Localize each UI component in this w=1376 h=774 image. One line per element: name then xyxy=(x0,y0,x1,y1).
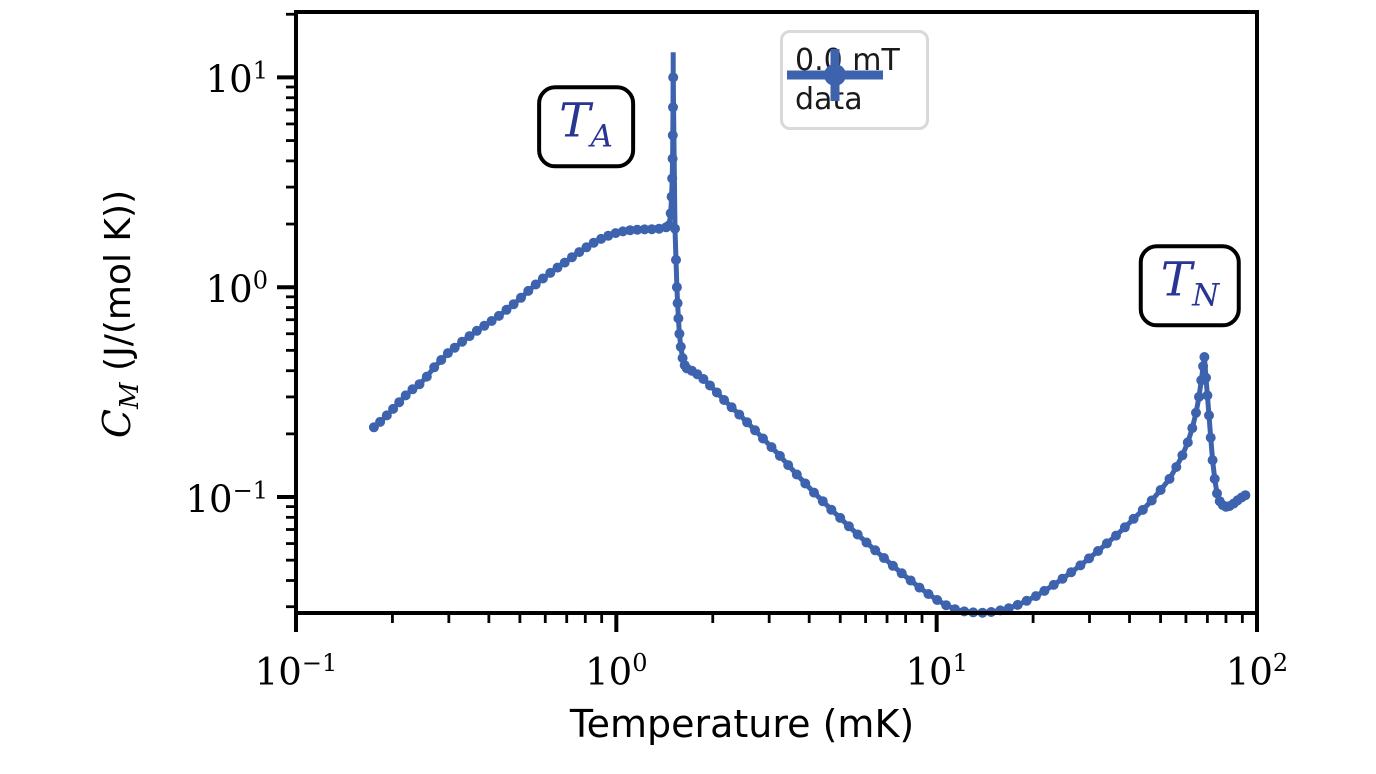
legend-label-line2: data xyxy=(795,82,863,117)
x-tick-label-2: 101 xyxy=(905,649,968,694)
annotation-TN: TN xyxy=(1138,244,1242,328)
x-tick-label-3: 102 xyxy=(1225,649,1289,694)
y-tick-label-1: 100 xyxy=(205,266,268,312)
annotation-TN-symbol: T xyxy=(1160,252,1193,308)
x-tick-label-1: 100 xyxy=(585,649,648,694)
annotation-TA-symbol: T xyxy=(559,93,591,149)
annotation-TA: TA xyxy=(537,85,635,169)
y-axis-label: CM (J/(mol K)) xyxy=(95,190,145,438)
x-tick-label-0: 10−1 xyxy=(254,649,338,694)
annotation-TA-subscript: A xyxy=(590,118,613,155)
legend-box: 0.0 mT data xyxy=(780,30,929,130)
x-axis-label: Temperature (mK) xyxy=(569,702,915,746)
y-axis-label-units: (J/(mol K)) xyxy=(97,189,139,371)
y-tick-label-0: 10−1 xyxy=(185,476,268,521)
y-axis-label-symbol: C xyxy=(94,409,139,439)
annotation-TN-subscript: N xyxy=(1192,277,1220,314)
y-axis-label-subscript: M xyxy=(115,382,146,410)
y-tick-label-2: 101 xyxy=(205,56,268,102)
legend-errorbar-marker-icon xyxy=(787,49,883,101)
